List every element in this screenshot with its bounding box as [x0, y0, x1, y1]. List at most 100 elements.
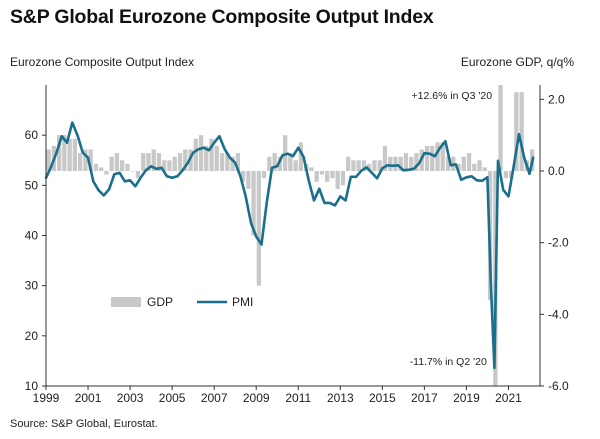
x-tick-label: 2007 [201, 391, 228, 405]
gdp-bar [46, 149, 51, 171]
gdp-bar [430, 145, 435, 171]
x-tick-label: 2003 [117, 391, 144, 405]
gdp-bar [146, 153, 151, 171]
x-tick-label: 2001 [75, 391, 102, 405]
legend-gdp-swatch [111, 297, 141, 307]
gdp-bar [482, 167, 487, 171]
gdp-bar [367, 163, 372, 171]
gdp-bar [256, 171, 261, 286]
left-tick-label: 30 [25, 279, 39, 293]
gdp-bar [167, 160, 172, 172]
gdp-bar [377, 160, 382, 172]
gdp-bar [335, 171, 340, 189]
gdp-bar [330, 171, 335, 179]
x-tick-label: 2011 [285, 391, 311, 405]
right-tick-label: -4.0 [548, 307, 569, 321]
right-tick-label: 2.0 [548, 92, 565, 106]
gdp-bar [78, 153, 83, 171]
gdp-bar [219, 153, 225, 171]
gdp-bar [319, 171, 324, 175]
gdp-bar [246, 171, 251, 189]
gdp-bar [382, 145, 388, 171]
gdp-bar [135, 171, 141, 179]
x-tick-label: 2021 [495, 391, 522, 405]
gdp-bar [235, 153, 240, 171]
gdp-bar [372, 160, 377, 172]
gdp-bar [514, 92, 519, 171]
gdp-bar [156, 153, 162, 171]
chart-title: S&P Global Eurozone Composite Output Ind… [10, 6, 434, 28]
gdp-bar [393, 156, 398, 171]
gdp-bar [88, 149, 93, 171]
gdp-bar [466, 153, 472, 171]
left-tick-label: 20 [25, 329, 39, 343]
gdp-bar [435, 142, 440, 171]
gdp-bar [83, 149, 88, 171]
pmi-line [44, 121, 535, 370]
gdp-bar [424, 145, 430, 171]
gdp-bar [204, 145, 209, 171]
gdp-bar [361, 160, 367, 172]
gdp-bar [498, 85, 503, 171]
gdp-bar [130, 171, 135, 172]
gdp-bar [356, 160, 361, 172]
gdp-bar [99, 167, 104, 171]
gdp-bar [109, 156, 114, 171]
gdp-bar [346, 156, 351, 171]
gdp-bar [183, 149, 188, 171]
x-tick-label: 2017 [411, 391, 438, 405]
right-tick-label: -2.0 [548, 236, 569, 250]
right-tick-label: -6.0 [548, 379, 569, 393]
annotation-q2-2020: -11.7% in Q2 '20 [410, 356, 487, 368]
gdp-bar [209, 138, 214, 172]
gdp-bar [325, 171, 330, 182]
gdp-bar [277, 156, 282, 171]
gdp-bar [57, 135, 62, 171]
x-tick-label: 2013 [327, 391, 354, 405]
gdp-bar [314, 171, 319, 182]
gdp-bar [225, 153, 230, 171]
right-axis-title: Eurozone GDP, q/q% [460, 55, 574, 69]
gdp-bar [440, 142, 445, 171]
gdp-bar [120, 160, 125, 172]
gdp-bar [477, 160, 482, 172]
gdp-bar [288, 153, 293, 171]
gdp-bar [351, 160, 356, 172]
gdp-bar [340, 171, 346, 186]
gdp-bar [162, 160, 167, 172]
gdp-bar [230, 156, 235, 171]
gdp-bar [403, 153, 409, 171]
x-tick-label: 2015 [369, 391, 396, 405]
left-tick-label: 60 [25, 128, 39, 142]
gdp-bar [519, 92, 524, 171]
gdp-bar [251, 171, 256, 236]
gdp-bar [172, 156, 177, 171]
x-tick-label: 2009 [243, 391, 270, 405]
gdp-bar [414, 153, 419, 171]
gdp-bar [267, 156, 272, 171]
gdp-bar [461, 156, 466, 171]
gdp-bar [409, 156, 414, 171]
gdp-bar [272, 153, 277, 171]
gdp-bar [472, 163, 477, 171]
gdp-bar [93, 163, 99, 171]
legend-gdp-label: GDP [147, 295, 173, 309]
left-tick-label: 40 [25, 229, 39, 243]
source-note: Source: S&P Global, Eurostat. [10, 418, 158, 430]
gdp-bar [72, 138, 77, 172]
gdp-bar [141, 153, 146, 171]
gdp-bar [104, 171, 109, 175]
gdp-bar [214, 145, 219, 171]
gdp-bar [62, 135, 67, 171]
gdp-bar [503, 171, 508, 179]
gdp-bar [240, 171, 246, 182]
annotation-q3-2020: +12.6% in Q3 '20 [412, 90, 493, 102]
gdp-bar [445, 156, 451, 171]
gdp-bar [151, 149, 156, 171]
gdp-bar [198, 135, 204, 171]
gdp-bar [388, 156, 393, 171]
right-tick-label: 0.0 [548, 164, 565, 178]
gdp-bar [114, 153, 120, 171]
left-axis-title: Eurozone Composite Output Index [10, 55, 195, 69]
